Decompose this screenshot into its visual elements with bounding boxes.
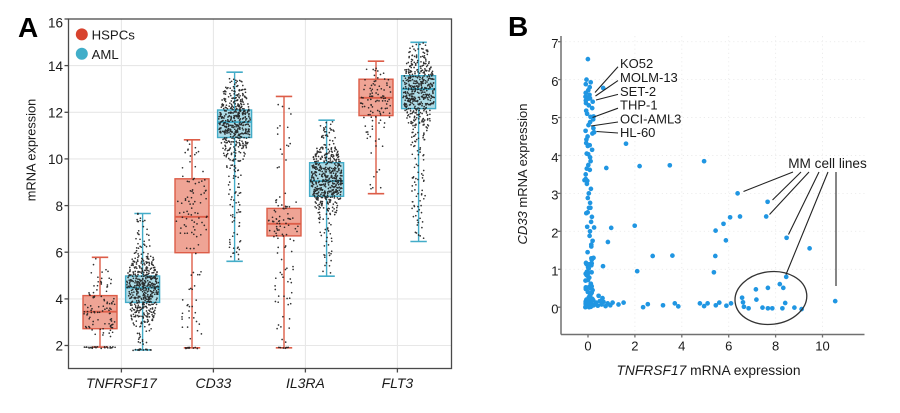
svg-text:MM cell lines: MM cell lines — [788, 156, 867, 171]
svg-text:3: 3 — [551, 188, 558, 203]
svg-text:4: 4 — [678, 339, 685, 354]
svg-text:0: 0 — [551, 302, 558, 317]
svg-text:FLT3: FLT3 — [382, 375, 414, 391]
svg-text:12: 12 — [48, 106, 63, 121]
svg-text:A: A — [18, 12, 38, 43]
svg-text:6: 6 — [551, 74, 558, 89]
svg-text:TNFRSF17: TNFRSF17 — [86, 375, 158, 391]
svg-text:4: 4 — [551, 150, 558, 165]
svg-text:8: 8 — [55, 199, 63, 214]
svg-text:0: 0 — [584, 339, 591, 354]
svg-text:2: 2 — [551, 226, 558, 241]
svg-text:6: 6 — [55, 245, 63, 260]
svg-text:MOLM-13: MOLM-13 — [620, 70, 678, 85]
svg-text:KO52: KO52 — [620, 56, 653, 71]
svg-text:2: 2 — [631, 339, 638, 354]
svg-text:10: 10 — [815, 339, 829, 354]
svg-text:2: 2 — [55, 339, 63, 354]
svg-text:14: 14 — [48, 59, 64, 74]
svg-text:7: 7 — [551, 36, 558, 51]
svg-text:CD33: CD33 — [196, 375, 232, 391]
svg-text:6: 6 — [725, 339, 732, 354]
svg-text:HL-60: HL-60 — [620, 125, 655, 140]
svg-text:1: 1 — [551, 264, 558, 279]
svg-text:SET-2: SET-2 — [620, 84, 656, 99]
svg-text:TNFRSF17 mRNA expression: TNFRSF17 mRNA expression — [616, 363, 800, 378]
svg-text:B: B — [508, 11, 528, 42]
svg-text:HSPCs: HSPCs — [92, 28, 136, 43]
svg-text:CD33 mRNA expression: CD33 mRNA expression — [515, 104, 530, 245]
svg-text:OCI-AML3: OCI-AML3 — [620, 112, 681, 127]
svg-text:4: 4 — [55, 292, 63, 307]
svg-text:8: 8 — [772, 339, 779, 354]
svg-text:mRNA expression: mRNA expression — [24, 99, 39, 201]
svg-text:IL3RA: IL3RA — [286, 375, 325, 391]
svg-text:5: 5 — [551, 112, 558, 127]
svg-text:16: 16 — [48, 15, 63, 30]
svg-text:THP-1: THP-1 — [620, 98, 658, 113]
svg-text:10: 10 — [48, 152, 63, 167]
svg-text:AML: AML — [92, 47, 119, 62]
